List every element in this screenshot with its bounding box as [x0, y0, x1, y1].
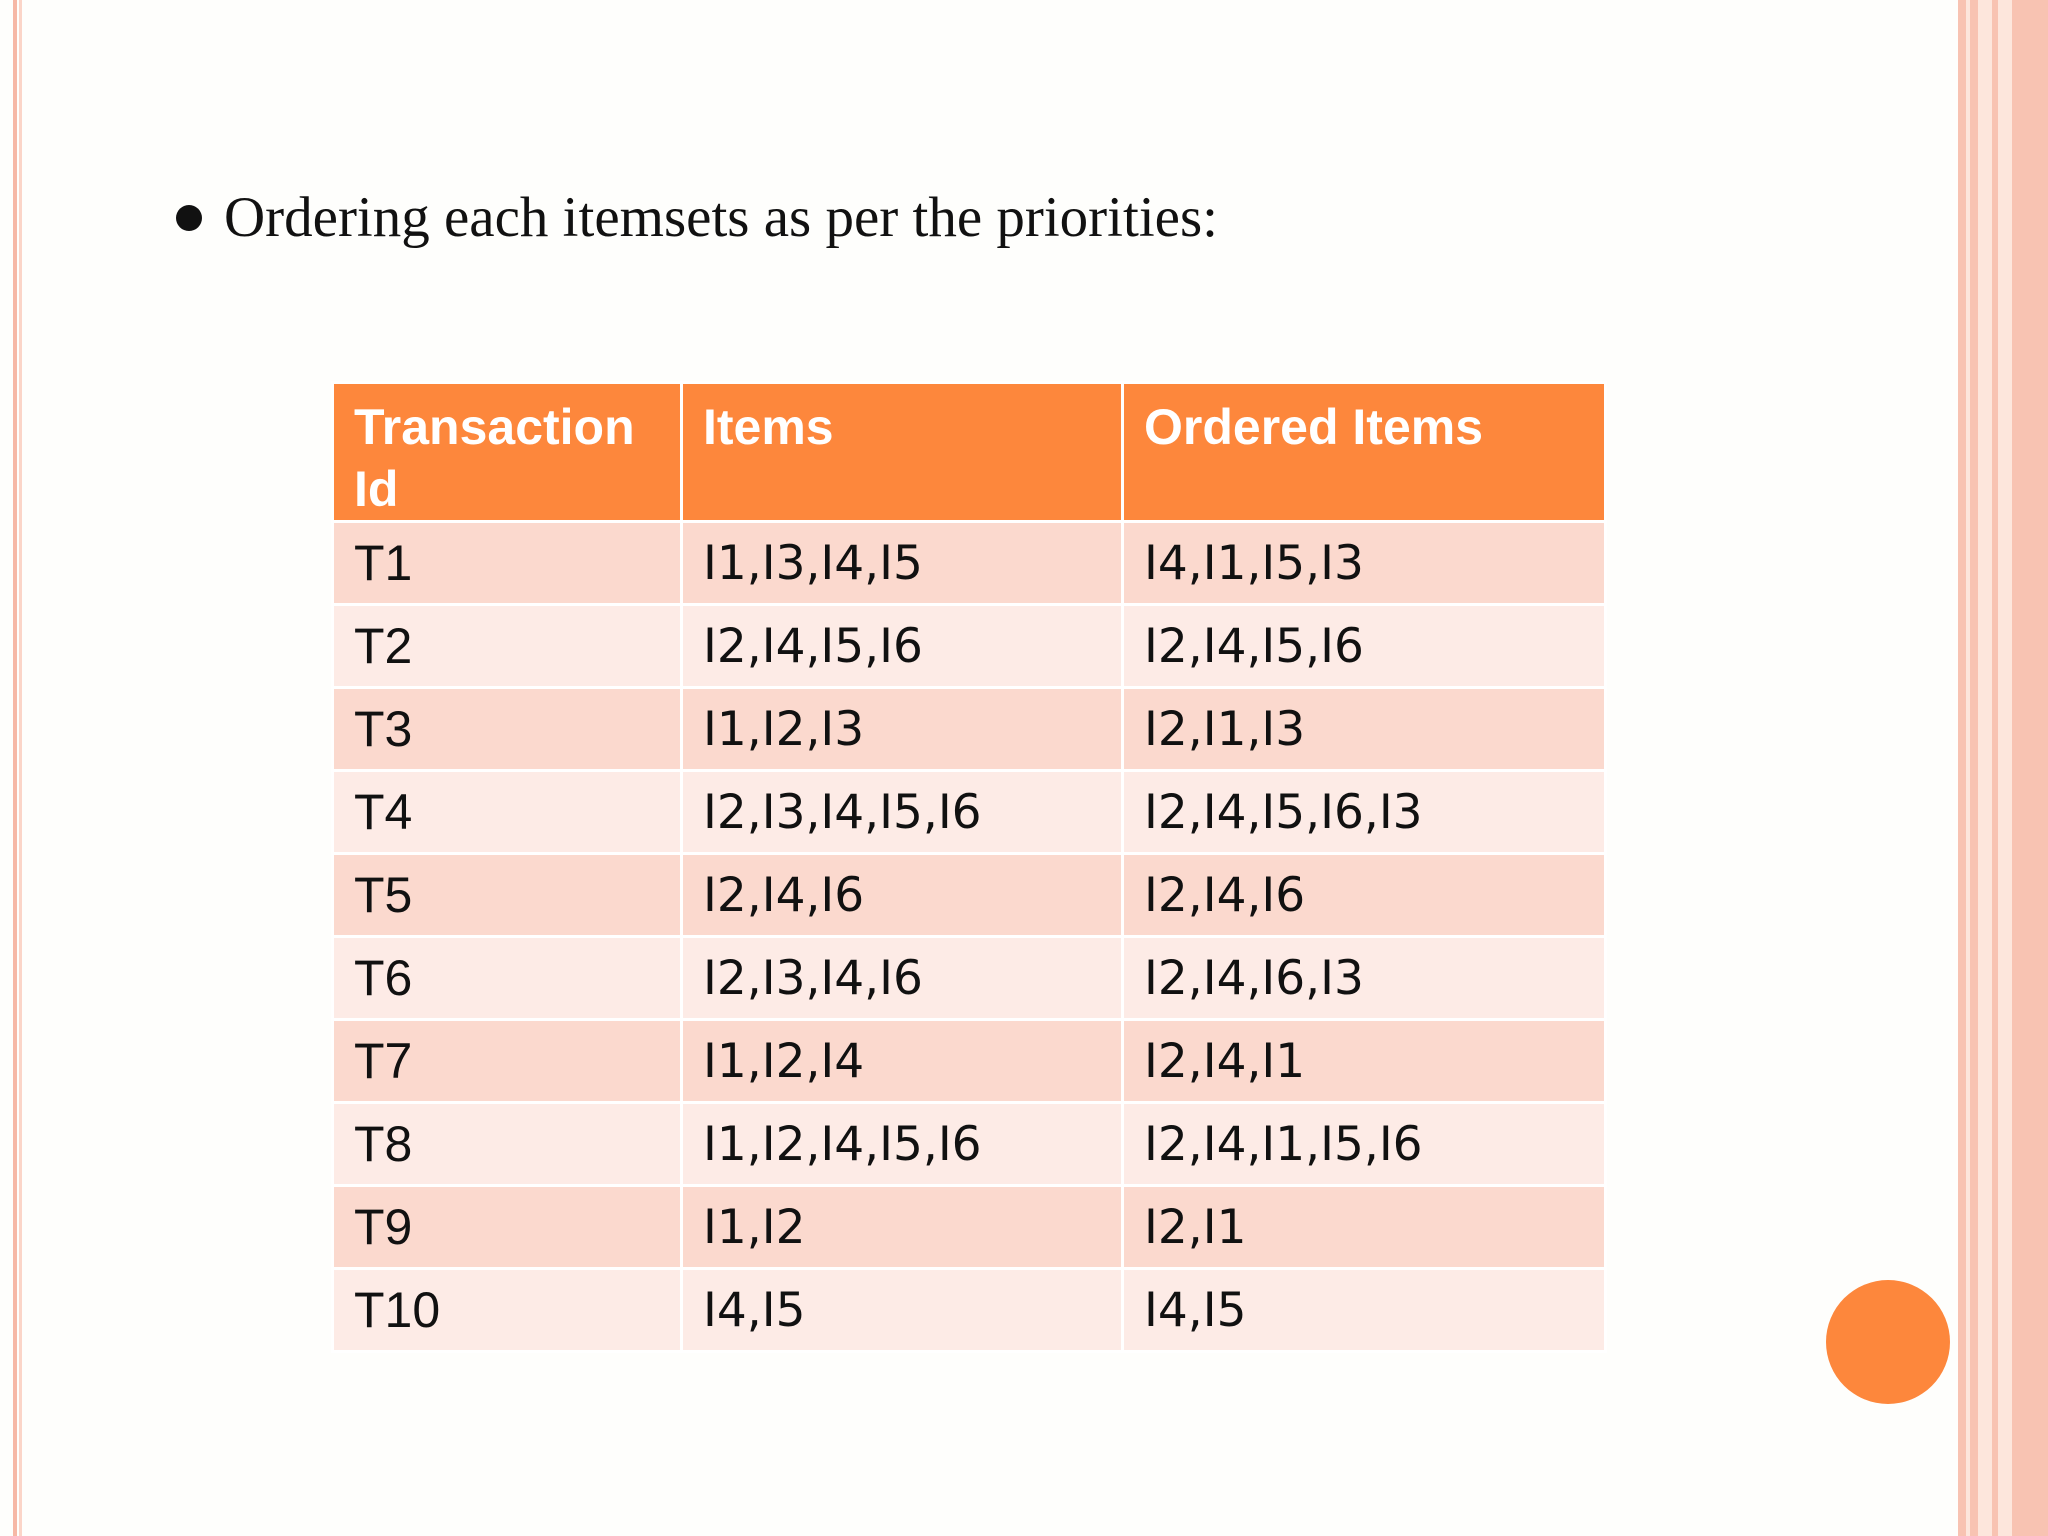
cell-items: I1,I3,I4,I5	[680, 520, 1124, 606]
right-border-band	[2012, 0, 2048, 1536]
slide-heading: Ordering each itemsets as per the priori…	[176, 185, 1218, 250]
cell-transaction-id: T10	[331, 1267, 683, 1353]
bullet-icon	[176, 204, 202, 231]
cell-ordered-items: I2,I4,I1	[1121, 1018, 1607, 1104]
cell-items: I2,I3,I4,I5,I6	[680, 769, 1124, 855]
cell-transaction-id: T2	[331, 603, 683, 689]
cell-transaction-id: T6	[331, 935, 683, 1021]
table-row: T3 I1,I2,I3 I2,I1,I3	[331, 686, 1607, 772]
cell-items: I1,I2,I4,I5,I6	[680, 1101, 1124, 1187]
cell-transaction-id: T8	[331, 1101, 683, 1187]
header-transaction-id: Transaction Id	[331, 381, 683, 523]
table-row: T10 I4,I5 I4,I5	[331, 1267, 1607, 1353]
cell-ordered-items: I2,I4,I5,I6,I3	[1121, 769, 1607, 855]
cell-transaction-id: T5	[331, 852, 683, 938]
right-border-band	[1998, 0, 2012, 1536]
table-row: T1 I1,I3,I4,I5 I4,I1,I5,I3	[331, 520, 1607, 606]
right-border-band	[1970, 0, 1978, 1536]
table-row: T7 I1,I2,I4 I2,I4,I1	[331, 1018, 1607, 1104]
cell-items: I2,I4,I5,I6	[680, 603, 1124, 689]
table-row: T9 I1,I2 I2,I1	[331, 1184, 1607, 1270]
cell-transaction-id: T7	[331, 1018, 683, 1104]
cell-ordered-items: I4,I5	[1121, 1267, 1607, 1353]
cell-ordered-items: I2,I4,I6,I3	[1121, 935, 1607, 1021]
cell-ordered-items: I2,I4,I1,I5,I6	[1121, 1101, 1607, 1187]
cell-transaction-id: T9	[331, 1184, 683, 1270]
cell-transaction-id: T1	[331, 520, 683, 606]
cell-transaction-id: T4	[331, 769, 683, 855]
cell-ordered-items: I2,I1,I3	[1121, 686, 1607, 772]
table-row: T2 I2,I4,I5,I6 I2,I4,I5,I6	[331, 603, 1607, 689]
left-border-stripe	[13, 0, 17, 1536]
cell-ordered-items: I2,I4,I5,I6	[1121, 603, 1607, 689]
cell-transaction-id: T3	[331, 686, 683, 772]
cell-ordered-items: I4,I1,I5,I3	[1121, 520, 1607, 606]
right-border-band	[1966, 0, 1970, 1536]
cell-ordered-items: I2,I4,I6	[1121, 852, 1607, 938]
right-border-band	[1958, 0, 1966, 1536]
cell-items: I1,I2,I3	[680, 686, 1124, 772]
transactions-table: Transaction Id Items Ordered Items T1 I1…	[331, 381, 1607, 1353]
table-row: T5 I2,I4,I6 I2,I4,I6	[331, 852, 1607, 938]
cell-items: I4,I5	[680, 1267, 1124, 1353]
table-row: T8 I1,I2,I4,I5,I6 I2,I4,I1,I5,I6	[331, 1101, 1607, 1187]
right-border-band	[1992, 0, 1998, 1536]
header-ordered-items: Ordered Items	[1121, 381, 1607, 523]
cell-ordered-items: I2,I1	[1121, 1184, 1607, 1270]
cell-items: I1,I2,I4	[680, 1018, 1124, 1104]
decorative-circle	[1826, 1280, 1950, 1404]
left-border-stripe-inner	[19, 0, 22, 1536]
heading-text: Ordering each itemsets as per the priori…	[224, 186, 1218, 249]
header-items: Items	[680, 381, 1124, 523]
table-row: T4 I2,I3,I4,I5,I6 I2,I4,I5,I6,I3	[331, 769, 1607, 855]
cell-items: I2,I3,I4,I6	[680, 935, 1124, 1021]
right-border-band	[1978, 0, 1992, 1536]
table-header-row: Transaction Id Items Ordered Items	[331, 381, 1607, 523]
cell-items: I2,I4,I6	[680, 852, 1124, 938]
table-row: T6 I2,I3,I4,I6 I2,I4,I6,I3	[331, 935, 1607, 1021]
cell-items: I1,I2	[680, 1184, 1124, 1270]
